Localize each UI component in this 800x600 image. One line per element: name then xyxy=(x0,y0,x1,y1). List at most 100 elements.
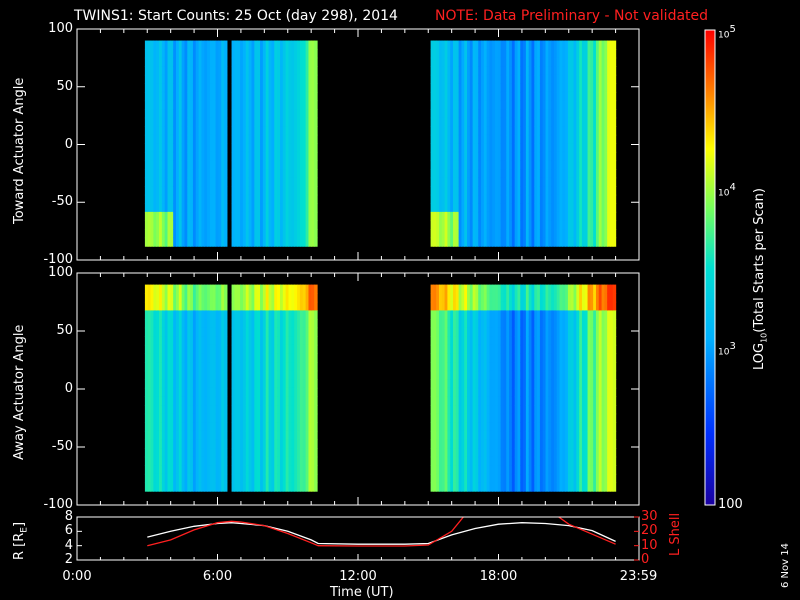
heatmap-cell xyxy=(467,134,471,144)
heatmap-cell xyxy=(251,83,255,93)
heatmap-cell xyxy=(590,74,594,84)
heatmap-cell xyxy=(215,220,219,230)
heatmap-cell xyxy=(209,126,214,136)
heatmap-cell xyxy=(248,143,253,153)
heatmap-cell xyxy=(311,169,315,179)
heatmap-cell xyxy=(187,126,191,136)
heatmap-cell xyxy=(161,74,166,84)
heatmap-cell xyxy=(195,473,200,484)
heatmap-cell xyxy=(433,344,437,355)
heatmap-cell xyxy=(277,74,281,84)
heatmap-cell xyxy=(461,160,465,170)
heatmap-cell xyxy=(274,160,278,170)
heatmap-cell xyxy=(302,134,307,144)
heatmap-cell xyxy=(173,237,177,247)
heatmap-cell xyxy=(150,344,154,355)
heatmap-cell xyxy=(607,229,611,239)
heatmap-cell xyxy=(492,370,496,380)
heatmap-cell xyxy=(187,482,191,492)
heatmap-cell xyxy=(542,194,547,204)
heatmap-cell xyxy=(170,422,174,432)
heatmap-cell xyxy=(441,336,446,346)
heatmap-cell xyxy=(161,430,166,441)
heatmap-cell xyxy=(472,353,477,363)
heatmap-cell xyxy=(492,117,496,127)
heatmap-cell xyxy=(175,327,180,337)
heatmap-cell xyxy=(311,422,315,432)
heatmap-cell xyxy=(314,237,318,247)
heatmap-cell xyxy=(467,422,471,432)
heatmap-cell xyxy=(221,448,225,458)
heatmap-cell xyxy=(221,100,225,110)
heatmap-cell xyxy=(455,379,460,389)
heatmap-cell xyxy=(251,109,255,119)
heatmap-cell xyxy=(305,370,310,380)
heatmap-cell xyxy=(495,310,499,320)
heatmap-cell xyxy=(224,220,228,230)
heatmap-cell xyxy=(570,117,575,127)
heatmap-cell xyxy=(528,211,533,222)
heatmap-cell xyxy=(559,177,563,187)
heatmap-cell xyxy=(192,473,197,484)
heatmap-cell xyxy=(528,186,533,196)
heatmap-cell xyxy=(604,169,608,179)
heatmap-cell xyxy=(181,186,186,196)
heatmap-cell xyxy=(192,177,197,187)
heatmap-cell xyxy=(436,57,440,67)
heatmap-cell xyxy=(237,203,241,213)
heatmap-cell xyxy=(260,49,264,59)
heatmap-cell xyxy=(184,327,188,337)
heatmap-cell xyxy=(497,160,502,170)
heatmap-cell xyxy=(178,284,183,294)
heatmap-cell xyxy=(204,177,208,187)
heatmap-cell xyxy=(528,40,533,50)
heatmap-cell xyxy=(545,83,549,93)
heatmap-cell xyxy=(268,293,273,303)
heatmap-cell xyxy=(268,177,273,187)
heatmap-cell xyxy=(489,237,493,247)
heatmap-cell xyxy=(299,344,304,355)
heatmap-cell xyxy=(285,422,290,432)
heatmap-cell xyxy=(534,134,538,144)
heatmap-cell xyxy=(184,422,188,432)
heatmap-cell xyxy=(481,49,485,59)
heatmap-cell xyxy=(601,229,605,239)
heatmap-cell xyxy=(245,482,250,492)
heatmap-cell xyxy=(455,194,460,204)
heatmap-cell xyxy=(254,336,258,346)
heatmap-cell xyxy=(159,413,163,423)
heatmap-cell xyxy=(441,413,446,423)
heatmap-cell xyxy=(461,284,465,294)
heatmap-cell xyxy=(285,430,290,441)
heatmap-cell xyxy=(294,456,298,466)
heatmap-cell xyxy=(291,83,295,93)
heatmap-cell xyxy=(147,169,152,179)
heatmap-cell xyxy=(251,186,255,196)
heatmap-cell xyxy=(495,126,499,136)
heatmap-cell xyxy=(279,143,284,153)
heatmap-cell xyxy=(567,186,572,196)
heatmap-cell xyxy=(265,83,270,93)
heatmap-cell xyxy=(523,49,527,59)
heatmap-cell xyxy=(570,91,575,102)
heatmap-cell xyxy=(291,405,295,415)
heatmap-cell xyxy=(279,344,284,355)
heatmap-cell xyxy=(159,229,163,239)
heatmap-cell xyxy=(601,194,605,204)
heatmap-cell xyxy=(475,74,479,84)
heatmap-cell xyxy=(294,353,298,363)
heatmap-cell xyxy=(274,284,278,294)
heatmap-cell xyxy=(181,83,186,93)
heatmap-cell xyxy=(607,134,611,144)
heatmap-cell xyxy=(198,100,203,110)
heatmap-cell xyxy=(447,310,451,320)
heatmap-cell xyxy=(311,49,315,59)
heatmap-cell xyxy=(144,203,149,213)
heatmap-cell xyxy=(175,439,180,449)
heatmap-cell xyxy=(472,74,477,84)
heatmap-cell xyxy=(551,143,555,153)
heatmap-cell xyxy=(576,203,580,213)
heatmap-cell xyxy=(288,284,292,294)
heatmap-cell xyxy=(262,91,267,102)
heatmap-cell xyxy=(260,169,264,179)
